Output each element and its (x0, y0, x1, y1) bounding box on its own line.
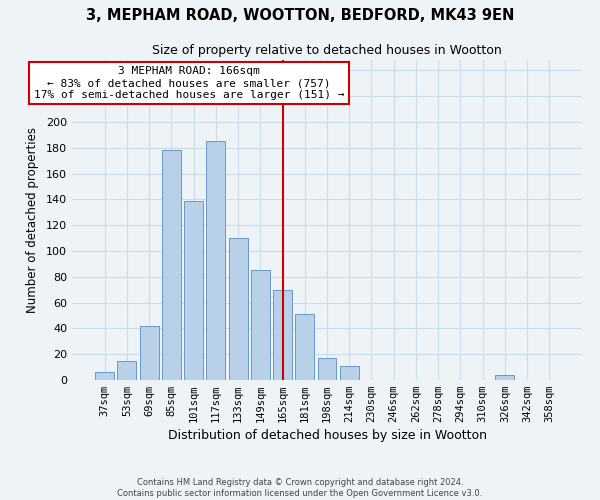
Bar (140, 326, 158, 380)
Bar (229, 238, 248, 380)
Bar (251, 270, 270, 380)
Bar (118, 360, 136, 380)
Text: 3 MEPHAM ROAD: 166sqm
← 83% of detached houses are smaller (757)
17% of semi-det: 3 MEPHAM ROAD: 166sqm ← 83% of detached … (34, 66, 344, 100)
Bar (340, 366, 359, 380)
Y-axis label: Number of detached properties: Number of detached properties (26, 127, 39, 313)
Bar (184, 200, 203, 380)
Text: Contains HM Land Registry data © Crown copyright and database right 2024.
Contai: Contains HM Land Registry data © Crown c… (118, 478, 482, 498)
Text: 3, MEPHAM ROAD, WOOTTON, BEDFORD, MK43 9EN: 3, MEPHAM ROAD, WOOTTON, BEDFORD, MK43 9… (86, 8, 514, 22)
Bar (317, 358, 337, 380)
Title: Size of property relative to detached houses in Wootton: Size of property relative to detached ho… (152, 44, 502, 58)
Bar (295, 314, 314, 380)
Bar (496, 375, 514, 380)
X-axis label: Distribution of detached houses by size in Wootton: Distribution of detached houses by size … (167, 430, 487, 442)
Bar (273, 290, 292, 380)
Bar (95, 372, 114, 380)
Bar (162, 150, 181, 380)
Bar (206, 142, 225, 380)
